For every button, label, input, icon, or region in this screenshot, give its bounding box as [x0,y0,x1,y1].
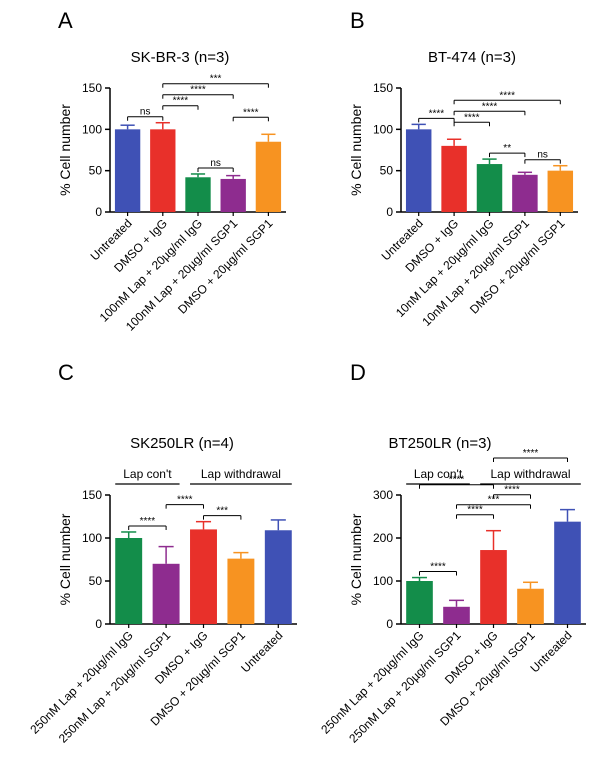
significance-label: **** [429,108,445,119]
y-axis-label: % Cell number [57,104,73,196]
bar [115,538,143,624]
group-label: Lap con't [414,467,463,481]
bar [152,563,180,624]
y-tick-label: 0 [95,205,102,219]
group-label: Lap con't [123,467,172,481]
y-tick-label: 300 [373,488,393,502]
significance-label: **** [140,516,156,527]
chart-title: BT-474 (n=3) [428,49,516,66]
bar [517,588,544,624]
y-tick-label: 200 [373,531,393,545]
bar [476,164,503,212]
chart-title: SK250LR (n=4) [130,435,234,452]
significance-label: **** [177,495,193,506]
bar [441,145,467,212]
y-tick-label: 100 [82,531,102,545]
y-tick-label: 0 [386,617,393,631]
y-tick-label: 50 [89,574,103,588]
significance-label: **** [430,562,446,573]
significance-label: *** [488,495,500,506]
bar [547,170,574,212]
bar [150,129,176,212]
significance-label: ns [210,158,221,169]
y-tick-label: 0 [95,617,102,631]
panel-letter: D [350,360,366,385]
significance-label: **** [523,448,539,459]
y-tick-label: 50 [89,164,103,178]
bar [220,178,246,212]
chart-title: BT250LR (n=3) [389,435,492,452]
panel-letter: C [58,360,74,385]
significance-label: **** [243,107,259,118]
y-axis-label: % Cell number [57,513,73,605]
significance-label: **** [173,96,189,107]
significance-label: **** [467,505,483,516]
significance-label: ns [140,107,151,118]
significance-label: **** [449,475,465,486]
significance-label: **** [482,101,498,112]
y-tick-label: 100 [373,122,393,136]
significance-label: **** [499,90,515,101]
y-tick-label: 50 [380,164,394,178]
significance-label: **** [190,85,206,96]
bar [406,581,433,624]
significance-label: **** [464,112,480,123]
bar [114,129,141,212]
bar [554,521,581,624]
significance-label: *** [210,74,222,85]
bar [190,529,217,624]
bar [443,606,470,624]
bar [480,550,507,624]
panel-letter: B [350,8,365,33]
bar [264,530,292,624]
significance-label: *** [216,506,228,517]
significance-label: ns [537,150,548,161]
y-axis-label: % Cell number [348,513,364,605]
bar [405,129,432,212]
bar [512,174,538,212]
y-tick-label: 150 [82,488,102,502]
bar [185,177,211,212]
chart-title: SK-BR-3 (n=3) [131,49,230,66]
group-label: Lap withdrawal [490,467,570,481]
y-tick-label: 150 [82,81,102,95]
y-tick-label: 100 [82,122,102,136]
significance-label: **** [504,485,520,496]
bar [255,141,282,212]
y-tick-label: 100 [373,574,393,588]
y-axis-label: % Cell number [348,104,364,196]
y-tick-label: 150 [373,81,393,95]
bar [227,558,255,624]
group-label: Lap withdrawal [201,467,281,481]
category-label: Untreated [238,628,285,675]
panel-letter: A [58,8,73,33]
y-tick-label: 0 [386,205,393,219]
significance-label: ** [503,143,511,154]
